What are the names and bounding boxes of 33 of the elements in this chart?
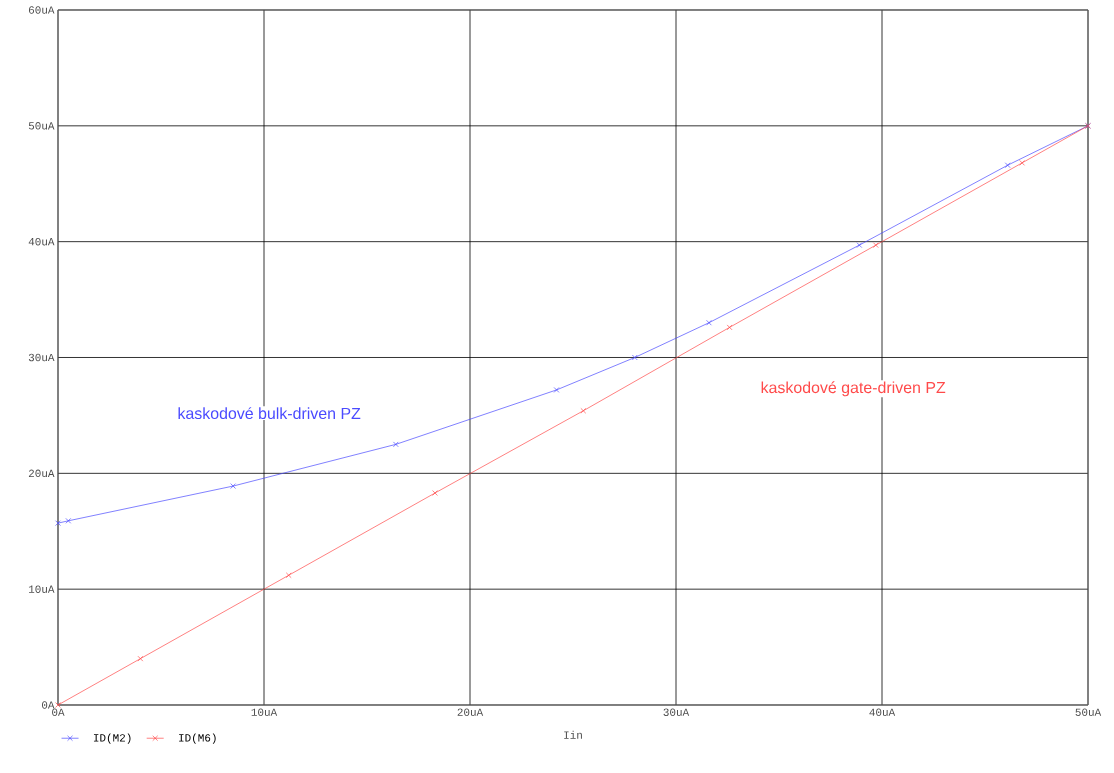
point bbox=[393, 441, 399, 448]
y-tick-label: 60uA bbox=[28, 6, 55, 14]
point bbox=[726, 324, 733, 331]
point bbox=[1019, 160, 1025, 166]
point bbox=[580, 407, 587, 414]
x-axis-title: Iin bbox=[564, 730, 582, 739]
legend-label: ID(M6) bbox=[179, 733, 216, 744]
point bbox=[1004, 162, 1011, 169]
y-tick-label: 0A bbox=[41, 701, 55, 709]
point bbox=[230, 483, 236, 489]
point bbox=[65, 518, 72, 524]
y-tick-label: 40uA bbox=[28, 237, 55, 246]
point bbox=[706, 319, 712, 326]
x-tick-label: 0A bbox=[52, 708, 65, 716]
y-tick-label: 50uA bbox=[28, 122, 55, 130]
x-tick-label: 30uA bbox=[663, 708, 690, 716]
y-tick-label: 10uA bbox=[28, 585, 55, 593]
point bbox=[137, 655, 144, 662]
x-tick-label: 10uA bbox=[251, 708, 278, 716]
point bbox=[856, 242, 863, 248]
point bbox=[55, 520, 61, 526]
point bbox=[553, 387, 560, 393]
annotation: kaskodové bulk-driven PZ bbox=[178, 407, 361, 420]
point bbox=[631, 354, 638, 361]
y-tick-label: 20uA bbox=[28, 469, 55, 478]
point bbox=[873, 242, 879, 248]
point bbox=[285, 572, 292, 579]
x-tick-label: 20uA bbox=[457, 708, 484, 716]
y-tick-label: 30uA bbox=[28, 353, 55, 362]
x-tick-label: 50uA bbox=[1075, 708, 1102, 716]
x-tick-label: 40uA bbox=[869, 708, 896, 716]
legend-label: ID(M2) bbox=[93, 733, 131, 744]
annotation: kaskodové gate-driven PZ bbox=[761, 381, 946, 397]
